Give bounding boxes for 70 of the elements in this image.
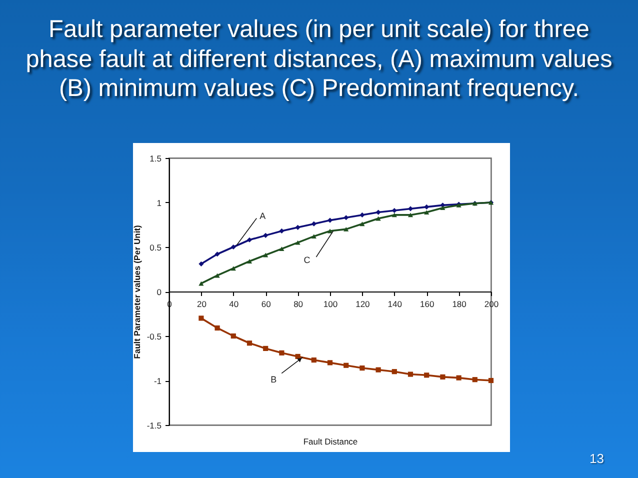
point bbox=[456, 375, 462, 380]
x-tick-label: 180 bbox=[452, 299, 467, 309]
point bbox=[230, 244, 236, 250]
point bbox=[214, 252, 220, 257]
point bbox=[488, 378, 494, 384]
point bbox=[279, 246, 284, 251]
y-tick-label: 0.5 bbox=[150, 242, 162, 252]
point bbox=[295, 240, 300, 245]
y-tick-label: -0.5 bbox=[146, 332, 162, 342]
point bbox=[472, 377, 478, 382]
point bbox=[246, 259, 252, 264]
annotation: A bbox=[260, 211, 266, 222]
point bbox=[279, 350, 284, 356]
point bbox=[230, 266, 236, 271]
point bbox=[344, 362, 349, 368]
point bbox=[344, 215, 349, 220]
point bbox=[263, 232, 268, 238]
point bbox=[311, 357, 316, 363]
point bbox=[327, 218, 333, 223]
point bbox=[360, 222, 365, 226]
point bbox=[214, 273, 220, 278]
point bbox=[198, 281, 204, 286]
y-tick-label: -1.5 bbox=[146, 420, 162, 430]
x-tick-label: 20 bbox=[196, 299, 207, 309]
x-tick-label: 120 bbox=[356, 299, 370, 309]
point bbox=[311, 221, 316, 226]
y-tick-label: 1 bbox=[156, 198, 162, 208]
x-axis-title: Fault Distance bbox=[303, 436, 358, 446]
x-tick-label: 140 bbox=[388, 299, 402, 309]
x-tick-label: 160 bbox=[420, 299, 434, 309]
point bbox=[376, 210, 381, 215]
annotation: C bbox=[304, 254, 311, 265]
point bbox=[392, 212, 397, 218]
point bbox=[311, 234, 316, 239]
point bbox=[392, 208, 397, 214]
annotation: B bbox=[270, 374, 277, 384]
y-tick-label: 0 bbox=[156, 287, 162, 297]
point bbox=[198, 316, 204, 321]
point bbox=[360, 365, 365, 371]
point bbox=[408, 206, 414, 212]
point bbox=[344, 226, 349, 232]
point bbox=[360, 212, 365, 218]
point bbox=[376, 367, 381, 372]
point bbox=[424, 210, 430, 214]
point bbox=[246, 237, 252, 242]
point bbox=[279, 228, 284, 234]
point bbox=[230, 333, 236, 339]
x-tick-label: 100 bbox=[323, 299, 338, 309]
y-axis-title: Fault Parameter values (Per Unit) bbox=[132, 224, 142, 359]
point bbox=[327, 360, 333, 366]
point bbox=[295, 354, 300, 360]
x-tick-label: 60 bbox=[261, 299, 272, 309]
point bbox=[246, 340, 252, 346]
point bbox=[295, 224, 300, 230]
point bbox=[408, 372, 414, 377]
point bbox=[263, 346, 268, 352]
x-tick-label: 80 bbox=[294, 299, 304, 309]
point bbox=[440, 374, 446, 380]
point bbox=[424, 204, 430, 210]
y-tick-label: -1 bbox=[154, 376, 162, 386]
point bbox=[392, 369, 397, 374]
point bbox=[408, 212, 414, 218]
point bbox=[198, 261, 204, 266]
point bbox=[214, 325, 220, 331]
chart-title: Fault parameter values (in per unit scale) for three phase fault at different distances, (A) maximum values (B) minimum values (C) Predominant frequency. bbox=[24, 15, 614, 104]
point bbox=[440, 206, 446, 210]
y-tick-label: 1.5 bbox=[150, 154, 162, 164]
x-tick-label: 40 bbox=[229, 299, 239, 309]
text: 13 bbox=[590, 451, 604, 466]
point bbox=[424, 372, 430, 378]
